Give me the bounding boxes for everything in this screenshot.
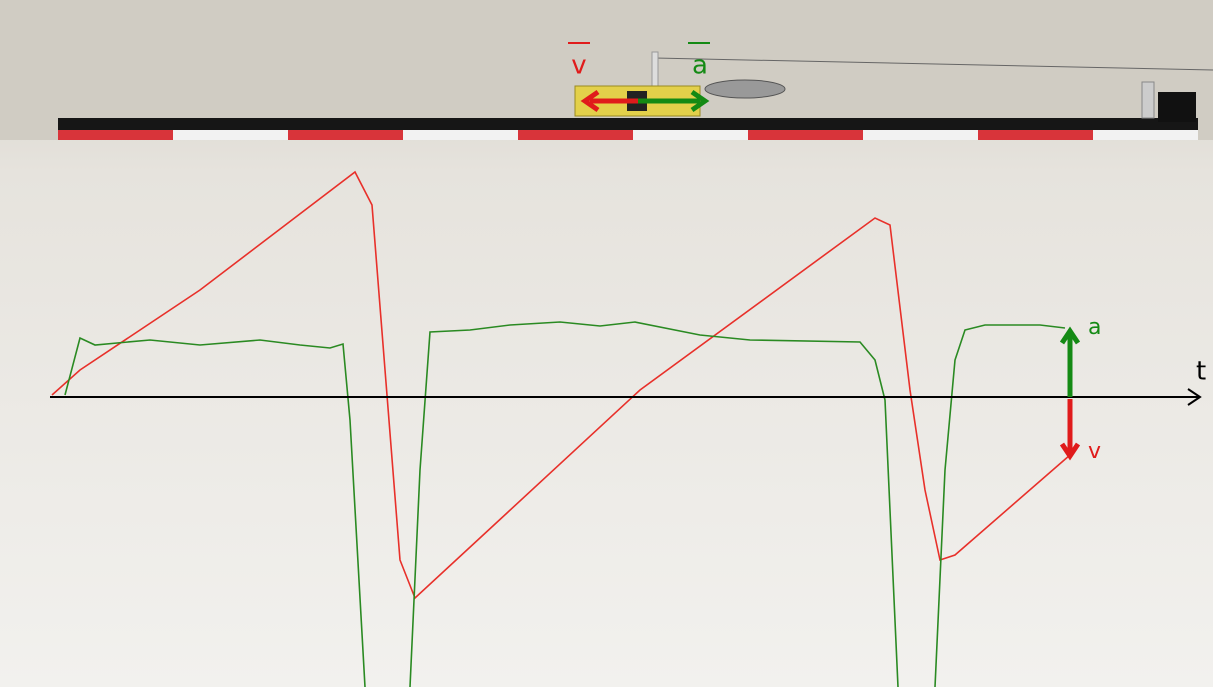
time-axis-label: t	[1196, 357, 1206, 387]
scene: v a a v t	[0, 0, 1213, 687]
graph-acceleration-label: a	[1088, 315, 1101, 340]
pulley-post	[1142, 82, 1154, 118]
pulley	[1158, 92, 1196, 122]
weight	[705, 80, 785, 98]
graph-velocity-label: v	[1088, 439, 1101, 464]
track	[58, 118, 1198, 130]
track-scale	[58, 130, 1198, 140]
cart-velocity-label: v	[571, 51, 586, 81]
cart-post	[652, 52, 658, 86]
cart-acceleration-label: a	[692, 51, 708, 81]
